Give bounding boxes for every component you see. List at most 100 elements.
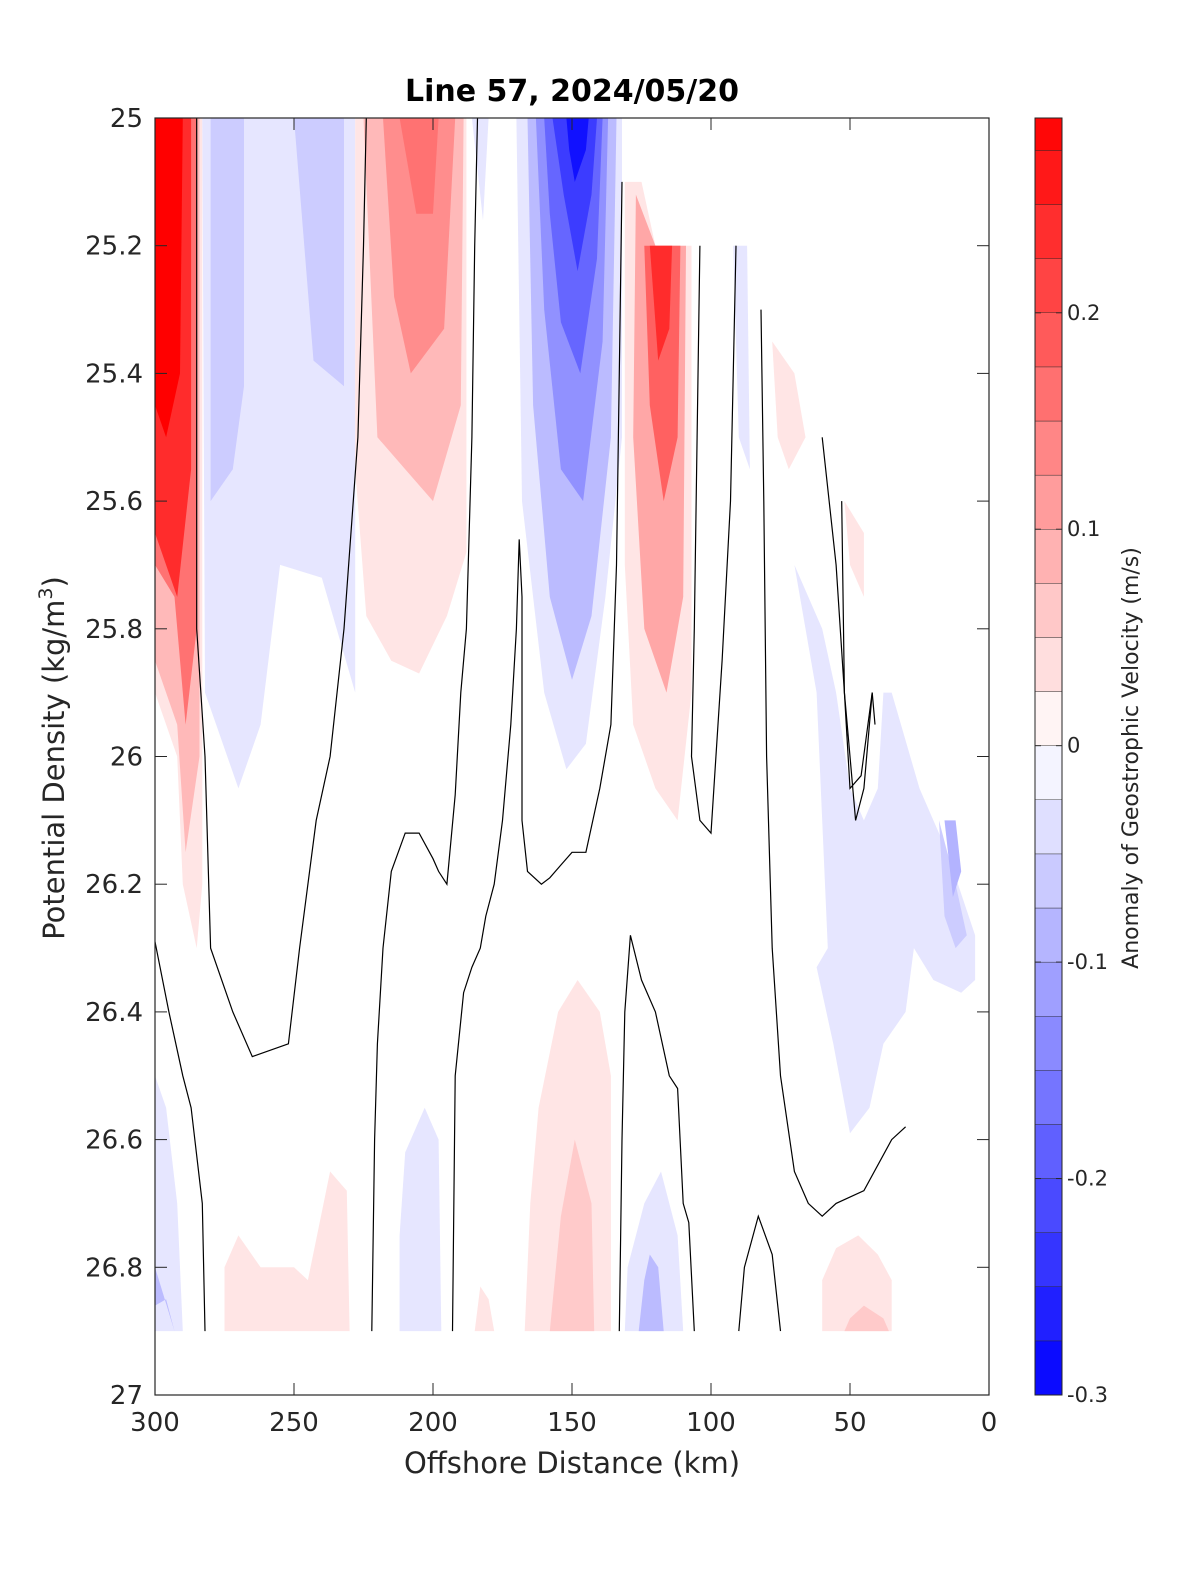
- zero-contour-line-7: [760, 309, 907, 1218]
- zero-contour-line-4: [618, 935, 695, 1332]
- x-tick-label-6: 0: [981, 1408, 998, 1438]
- contour-fill-nearshore-negative-35km-26: [794, 564, 976, 1134]
- zero-contour-line-3: [451, 181, 623, 1332]
- colorbar-ticks: 0.2 0.1 0 -0.1 -0.2 -0.3: [1035, 301, 1108, 1407]
- zero-contour-line-1: [155, 941, 206, 1332]
- chart-title: Line 57, 2024/05/20: [405, 74, 739, 109]
- colorbar-swatch-19: [1034, 312, 1063, 368]
- colorbar-swatch-7: [1034, 961, 1063, 1017]
- y-tick-label-8: 26.6: [85, 1126, 143, 1156]
- x-tick-label-5: 50: [833, 1408, 866, 1438]
- contour-fill-deep-positive-150km-30: [549, 1139, 595, 1332]
- plot-area: [154, 117, 990, 1396]
- contour-fill-deep-negative-120km-32: [638, 1254, 664, 1332]
- contour-fill-positive-band-205km-10: [383, 118, 456, 374]
- zero-contour-line-2: [371, 118, 479, 1332]
- y-tick-label-10: 27: [110, 1381, 143, 1411]
- y-tick-label-5: 26: [110, 743, 143, 773]
- contour-fill-deep-negative-120km-31: [624, 1171, 684, 1332]
- contour-fill-positive-band-205km-35: [474, 1286, 495, 1332]
- contour-fill-positive-band-205km-25: [844, 501, 864, 597]
- y-tick-label-9: 26.8: [85, 1253, 143, 1283]
- colorbar-swatch-1: [1034, 1286, 1063, 1342]
- colorbar-label: Anomaly of Geostrophic Velocity (m/s): [1119, 547, 1144, 969]
- colorbar-swatch-18: [1034, 366, 1063, 422]
- colorbar-tick-label-0: 0.2: [1067, 301, 1100, 325]
- contour-fill-negative-band-280km-23: [733, 245, 750, 470]
- y-tick-label-0: 25: [110, 104, 143, 134]
- colorbar-swatch-4: [1034, 1124, 1063, 1179]
- contour-fill-negative-core-150km-18: [566, 118, 589, 182]
- y-tick-labels: 25 25.2 25.4 25.6 25.8 26 26.2 26.4 26.6 26.8 27: [85, 104, 143, 1411]
- y-tick-label-7: 26.4: [85, 998, 143, 1028]
- colorbar-swatch-13: [1034, 637, 1063, 692]
- contour-fill-negative-band-280km-12: [471, 118, 489, 221]
- y-tick-label-2: 25.4: [85, 359, 143, 389]
- colorbar-swatch-10: [1034, 799, 1063, 855]
- x-tick-label-3: 150: [547, 1408, 597, 1438]
- colorbar: 0.2 0.1 0 -0.1 -0.2 -0.3: [1034, 117, 1108, 1407]
- colorbar-frame: [1034, 117, 1063, 1396]
- colorbar-swatch-9: [1034, 853, 1063, 909]
- colorbar-swatch-11: [1034, 745, 1063, 800]
- y-axis-label-superscript: 3: [35, 587, 57, 599]
- x-tick-label-1: 250: [269, 1408, 319, 1438]
- colorbar-swatch-17: [1034, 420, 1063, 476]
- filled-contours: [155, 118, 976, 1332]
- contour-fill-negative-band-280km-6: [210, 118, 244, 502]
- colorbar-swatch-23: [1034, 117, 1063, 151]
- plot-frame: [154, 117, 990, 1396]
- y-tick-label-6: 26.2: [85, 870, 143, 900]
- x-tick-label-4: 100: [686, 1408, 736, 1438]
- contour-fill-negative-band-280km-7: [294, 118, 344, 387]
- x-tick-labels: 300 250 200 150 100 50 0: [130, 1408, 997, 1438]
- contour-fill-positive-band-205km-24: [772, 341, 806, 470]
- colorbar-swatch-5: [1034, 1070, 1063, 1125]
- contour-fill-negative-core-150km-17: [552, 118, 597, 272]
- contour-fill-nearshore-jet-300km-4: [155, 118, 183, 438]
- zero-contour-lines: [155, 118, 907, 1332]
- colorbar-swatch-14: [1034, 583, 1063, 638]
- y-axis-label-close: ): [37, 576, 71, 587]
- contour-fill-negative-band-280km-37: [155, 1267, 175, 1332]
- colorbar-tick-label-4: -0.2: [1067, 1167, 1108, 1191]
- y-tick-label-4: 25.8: [85, 615, 143, 645]
- y-tick-label-3: 25.6: [85, 487, 143, 517]
- colorbar-tick-label-5: -0.3: [1067, 1383, 1108, 1407]
- colorbar-swatch-2: [1034, 1232, 1063, 1287]
- contour-fill-positive-band-205km-34: [224, 1171, 350, 1332]
- contour-fill-positive-band-205km-39: [844, 1305, 889, 1332]
- colorbar-swatches: [1034, 117, 1063, 1396]
- contour-fill-positive-band-115km-22: [649, 245, 673, 361]
- colorbar-swatch-0: [1034, 1340, 1063, 1396]
- colorbar-swatch-20: [1034, 258, 1063, 313]
- colorbar-swatch-22: [1034, 150, 1063, 205]
- contour-fill-nearshore-negative-35km-28: [944, 820, 962, 897]
- contour-fill-positive-band-115km-21: [644, 245, 681, 502]
- x-tick-label-2: 200: [408, 1408, 458, 1438]
- colorbar-swatch-12: [1034, 691, 1063, 746]
- colorbar-tick-label-3: -0.1: [1067, 950, 1108, 974]
- x-tick-label-0: 300: [130, 1408, 180, 1438]
- colorbar-swatch-6: [1034, 1016, 1063, 1071]
- contour-fill-positive-band-205km-11: [399, 118, 439, 214]
- y-axis-label-main: Potential Density (kg/m: [37, 600, 71, 940]
- colorbar-tick-label-2: 0: [1067, 734, 1080, 758]
- y-tick-label-1: 25.2: [85, 232, 143, 262]
- zero-contour-line-0: [196, 118, 367, 1058]
- zero-contour-line-6: [738, 1214, 782, 1332]
- x-axis-label: Offshore Distance (km): [404, 1446, 740, 1480]
- colorbar-swatch-15: [1034, 529, 1063, 584]
- colorbar-swatch-8: [1034, 907, 1063, 963]
- contour-fill-negative-band-280km-33: [399, 1107, 442, 1332]
- colorbar-swatch-21: [1034, 204, 1063, 259]
- colorbar-tick-label-1: 0.1: [1067, 517, 1100, 541]
- colorbar-swatch-16: [1034, 474, 1063, 530]
- contour-fill-positive-band-205km-38: [822, 1235, 892, 1332]
- zero-contour-line-8: [821, 437, 873, 821]
- zero-contour-line-9: [841, 501, 876, 790]
- colorbar-swatch-3: [1034, 1178, 1063, 1233]
- y-axis-label: Potential Density (kg/m3): [35, 576, 71, 940]
- zero-contour-line-5: [690, 245, 737, 835]
